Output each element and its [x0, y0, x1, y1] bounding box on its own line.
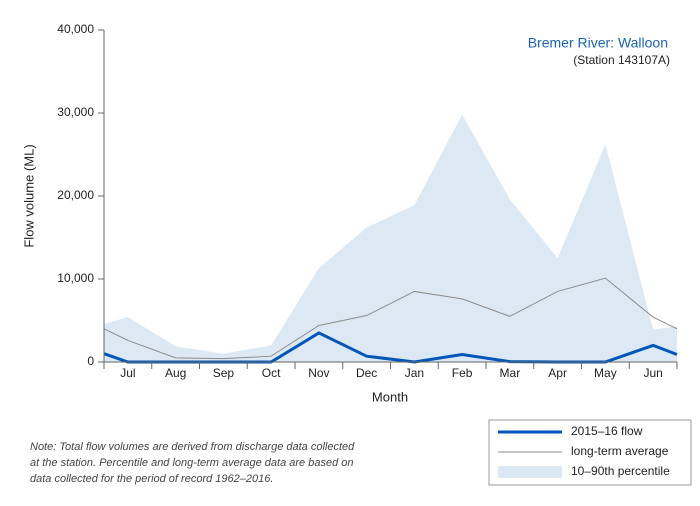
average-line	[103, 277, 678, 360]
x-tick-label: Sep	[213, 366, 235, 380]
x-axis-label: Month	[372, 389, 408, 404]
x-tick-label: May	[594, 366, 617, 380]
y-tick-label: 10,000	[57, 271, 94, 285]
y-tick-label: 40,000	[57, 22, 94, 36]
legend-label: 10–90th percentile	[571, 464, 670, 478]
x-tick-label: Oct	[262, 366, 281, 380]
x-tick-label: Mar	[500, 366, 521, 380]
note-line: at the station. Percentile and long-term…	[30, 457, 354, 469]
legend-swatch	[498, 466, 562, 478]
y-tick-label: 0	[87, 354, 94, 368]
x-tick-label: Feb	[452, 366, 473, 380]
y-axis-label: Flow volume (ML)	[21, 144, 36, 247]
legend-label: long-term average	[571, 444, 669, 458]
x-tick-label: Apr	[548, 366, 567, 380]
x-tick-label: Aug	[165, 366, 186, 380]
percentile-band	[104, 114, 677, 362]
x-tick-label: Jan	[405, 366, 424, 380]
note-line: Note: Total flow volumes are derived fro…	[30, 441, 355, 453]
y-tick-label: 20,000	[57, 188, 94, 202]
chart-title: Bremer River: Walloon	[528, 35, 668, 51]
x-tick-label: Jul	[120, 366, 135, 380]
x-tick-label: Jun	[643, 366, 662, 380]
x-tick-label: Dec	[356, 366, 377, 380]
plot-layer	[103, 114, 678, 364]
y-tick-label: 30,000	[57, 105, 94, 119]
chart-subtitle: (Station 143107A)	[573, 53, 670, 67]
x-tick-label: Nov	[308, 366, 329, 380]
legend-label: 2015–16 flow	[571, 424, 643, 438]
note-line: data collected for the period of record …	[30, 473, 273, 485]
